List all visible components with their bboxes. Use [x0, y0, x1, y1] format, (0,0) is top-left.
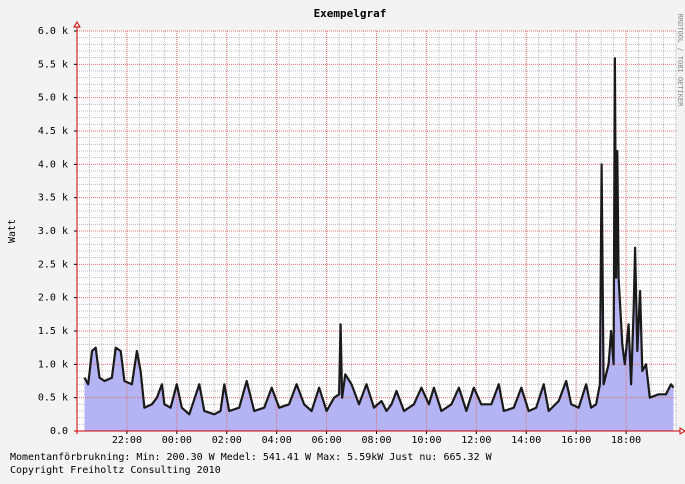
x-tick-label: 14:00: [511, 435, 541, 446]
x-axis-arrow: [679, 427, 685, 435]
y-tick-label: 1.0 k: [38, 359, 68, 370]
y-tick-label: 5.5 k: [38, 59, 68, 70]
footer-line: Copyright Freiholtz Consulting 2010: [10, 465, 221, 476]
y-tick-label: 2.5 k: [38, 259, 68, 270]
x-tick-label: 08:00: [361, 435, 391, 446]
y-tick-label: 6.0 k: [38, 26, 68, 37]
y-tick-label: 2.0 k: [38, 293, 68, 304]
y-tick-label: 5.0 k: [38, 93, 68, 104]
chart-title: Exempelgraf: [314, 7, 387, 20]
y-tick-label: 0.5 k: [38, 393, 68, 404]
line: [83, 57, 675, 416]
y-tick-label: 4.0 k: [38, 159, 68, 170]
y-tick-label: 0.0: [50, 426, 68, 437]
y-tick-label: 3.0 k: [38, 226, 68, 237]
y-axis-label: Watt: [7, 219, 18, 243]
x-tick-label: 02:00: [212, 435, 242, 446]
x-tick-label: 06:00: [312, 435, 342, 446]
area-fill: [84, 58, 674, 432]
x-tick-label: 12:00: [461, 435, 491, 446]
side-text: RRDTOOL / TOBI OETIKER: [676, 14, 684, 108]
x-tick-label: 10:00: [411, 435, 441, 446]
y-tick-label: 3.5 k: [38, 193, 68, 204]
footer-line: Momentanförbrukning: Min: 200.30 W Medel…: [10, 452, 493, 463]
y-tick-label: 1.5 k: [38, 326, 68, 337]
x-tick-label: 16:00: [561, 435, 591, 446]
x-tick-label: 22:00: [112, 435, 142, 446]
y-axis-arrow: [73, 21, 81, 28]
y-tick-label: 4.5 k: [38, 126, 68, 137]
x-tick-label: 00:00: [162, 435, 192, 446]
x-tick-label: 04:00: [262, 435, 292, 446]
x-tick-label: 18:00: [611, 435, 641, 446]
